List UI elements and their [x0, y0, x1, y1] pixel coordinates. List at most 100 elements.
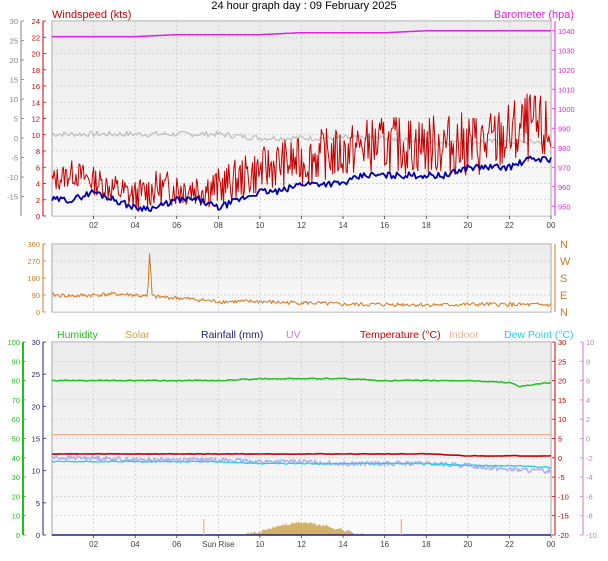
rainfall-axis-tick-label: 5 — [36, 499, 40, 508]
temperature-outer-axis-tick-label: 30 — [10, 17, 18, 26]
direction-axis-tick-label: 0 — [36, 308, 40, 317]
windspeed-axis-tick-label: 18 — [32, 66, 40, 75]
humidity-axis-tick-label: 90 — [12, 357, 20, 366]
windspeed-axis-tick-label: 12 — [32, 115, 40, 124]
wind-panel-x-tick-label: 18 — [422, 221, 431, 230]
humidity-axis-tick-label: 30 — [12, 473, 20, 482]
wind-panel-x-tick-label: 06 — [172, 221, 181, 230]
windspeed-axis-tick-label: 24 — [32, 17, 40, 26]
humidity-axis-tick-label: 50 — [12, 435, 20, 444]
wind-average-line — [51, 155, 552, 213]
page-title: 24 hour graph day : 09 February 2025 — [211, 0, 397, 12]
temperature-axis-tick-label: 30 — [558, 338, 566, 347]
barometer-axis-tick-label: 970 — [558, 163, 571, 172]
wind-direction-line — [51, 253, 552, 308]
temperature-outer-axis-tick-label: -5 — [11, 154, 18, 163]
wind-panel-x-tick-label: 12 — [297, 221, 306, 230]
uv-axis-tick-label: -8 — [586, 512, 593, 521]
climate-panel-x-tick-label: 20 — [463, 540, 472, 549]
compass-tick-label: S — [560, 273, 567, 285]
compass-tick-label: E — [560, 290, 567, 302]
direction-axis-tick-label: 360 — [27, 240, 40, 249]
wind-panel-x-tick-label: 20 — [463, 221, 472, 230]
barometer-axis-tick-label: 950 — [558, 202, 571, 211]
barometer-line — [52, 30, 551, 38]
windspeed-axis-tick-label: 20 — [32, 50, 40, 59]
temperature-outer-axis-tick-label: 10 — [10, 95, 18, 104]
legend-item: Dew Point (°C) — [504, 329, 574, 341]
wind-panel-x-tick-label: 04 — [131, 221, 140, 230]
temperature-outer-axis-tick-label: -10 — [7, 173, 18, 182]
barometer-axis-tick-label: 1000 — [558, 105, 575, 114]
humidity-axis-tick-label: 20 — [12, 492, 20, 501]
climate-panel-x-tick-label: Sun Rise — [202, 540, 235, 549]
uv-axis-tick-label: 4 — [586, 396, 590, 405]
uv-axis-tick-label: 2 — [586, 415, 590, 424]
barometer-axis-tick-label: 980 — [558, 144, 571, 153]
temperature-axis-tick-label: -15 — [558, 512, 569, 521]
temperature-line — [51, 130, 552, 146]
humidity-axis-tick-label: 60 — [12, 415, 20, 424]
windspeed-axis-tick-label: 2 — [36, 196, 40, 205]
temperature-axis-tick-label: 0 — [558, 454, 562, 463]
solar-area — [52, 520, 551, 535]
uv-axis-tick-label: 8 — [586, 357, 590, 366]
rainfall-axis-tick-label: 20 — [32, 402, 40, 411]
legend-item: Humidity — [57, 329, 99, 341]
uv-axis-tick-label: 0 — [586, 435, 590, 444]
uv-axis-tick-label: -6 — [586, 492, 593, 501]
compass-tick-label: N — [560, 307, 568, 319]
temperature-outer-axis-tick-label: -15 — [7, 193, 18, 202]
direction-axis-tick-label: 270 — [27, 257, 40, 266]
temperature-outer-axis-tick-label: 0 — [14, 134, 18, 143]
compass-tick-label: W — [560, 256, 571, 268]
barometer-axis-tick-label: 990 — [558, 124, 571, 133]
barometer-axis-tick-label: 1010 — [558, 85, 575, 94]
windspeed-axis-tick-label: 4 — [36, 180, 40, 189]
climate-panel-x-tick-label: 12 — [297, 540, 306, 549]
temperature-axis-tick-label: 10 — [558, 415, 566, 424]
rainfall-axis-tick-label: 30 — [32, 338, 40, 347]
windspeed-axis-label: Windspeed (kts) — [52, 9, 131, 21]
temperature-axis-tick-label: -10 — [558, 492, 569, 501]
humidity-axis-tick-label: 0 — [16, 531, 20, 540]
climate-panel-x-tick-label: 16 — [380, 540, 389, 549]
legend-item: Indoor — [449, 329, 479, 341]
climate-panel-x-tick-label: 22 — [505, 540, 514, 549]
climate-panel-x-tick-label: 18 — [422, 540, 431, 549]
rainfall-axis-tick-label: 0 — [36, 531, 40, 540]
temperature-outer-axis-tick-label: 15 — [10, 76, 18, 85]
windspeed-axis-tick-label: 6 — [36, 163, 40, 172]
windspeed-axis-tick-label: 16 — [32, 82, 40, 91]
windspeed-axis-tick-label: 0 — [36, 212, 40, 221]
climate-panel-x-tick-label: 06 — [172, 540, 181, 549]
barometer-axis-tick-label: 1040 — [558, 27, 575, 36]
windspeed-axis-tick-label: 14 — [32, 98, 40, 107]
rainfall-axis-tick-label: 10 — [32, 467, 40, 476]
wind-panel-x-tick-label: 16 — [380, 221, 389, 230]
temperature-axis-tick-label: 25 — [558, 357, 566, 366]
uv-axis-tick-label: -4 — [586, 473, 593, 482]
temperature-axis-tick-label: 15 — [558, 396, 566, 405]
temperature-axis-tick-label: 5 — [558, 435, 562, 444]
direction-panel-shade-band — [53, 278, 550, 290]
compass-tick-label: N — [560, 239, 568, 251]
climate-panel-x-tick-label: 14 — [339, 540, 348, 549]
direction-axis-tick-label: 90 — [32, 291, 40, 300]
temperature-axis-tick-label: -5 — [558, 473, 565, 482]
direction-panel-shade-band — [53, 300, 550, 312]
temperature-outer-axis-tick-label: 20 — [10, 56, 18, 65]
wind-panel-x-tick-label: 14 — [339, 221, 348, 230]
wind-panel-x-tick-label: 10 — [255, 221, 264, 230]
climate-panel-x-tick-label: 10 — [255, 540, 264, 549]
legend-item: Rainfall (mm) — [201, 329, 263, 341]
humidity-axis-tick-label: 100 — [7, 338, 20, 347]
barometer-axis-label: Barometer (hpa) — [494, 9, 574, 21]
legend-item: Solar — [125, 329, 150, 341]
temperature-outer-axis-tick-label: 5 — [14, 115, 18, 124]
temperature-main-line — [51, 452, 552, 457]
wind-panel-x-tick-label: 02 — [89, 221, 98, 230]
direction-axis-tick-label: 180 — [27, 274, 40, 283]
